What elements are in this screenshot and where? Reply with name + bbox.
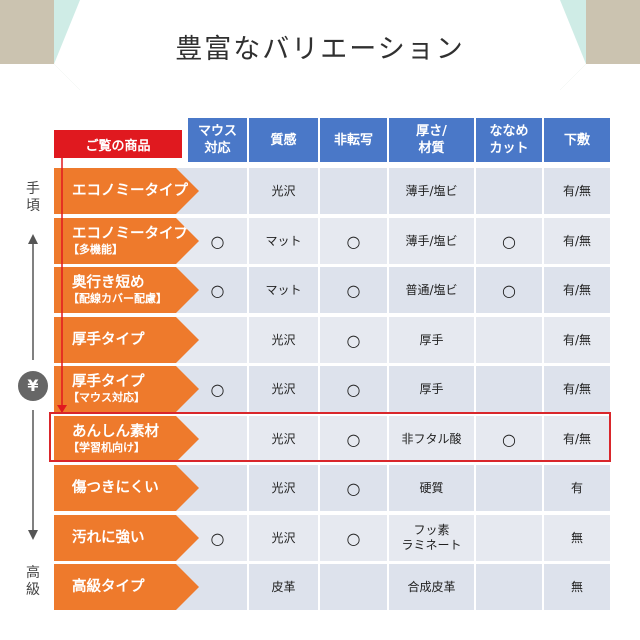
table-cell (188, 317, 247, 363)
table-cell: 硬質 (419, 480, 444, 495)
row-label: あんしん素材 【学習机向け】 (54, 416, 199, 462)
table-cell: ○ (210, 231, 225, 251)
premium-label: 高級 (26, 565, 40, 598)
table-cell: 無 (570, 530, 583, 545)
table-cell (476, 168, 542, 214)
row-label: エコノミータイプ 【多機能】 (54, 218, 199, 264)
row-label-main: 奥行き短め (72, 275, 145, 291)
highlighted-row-frame (49, 412, 611, 462)
table-cell (188, 465, 247, 511)
table-cell: ○ (210, 280, 225, 300)
table-cell: 有/無 (562, 431, 592, 446)
row-label: 傷つきにくい (54, 465, 199, 511)
table-cell: ○ (210, 379, 225, 399)
page-title: 豊富なバリエーション (175, 34, 465, 65)
table-cell: 合成皮革 (407, 579, 456, 594)
table-cell: 非フタル酸 (401, 431, 462, 446)
row-label: エコノミータイプ (54, 168, 199, 214)
column-divider (318, 168, 320, 610)
table-cell (320, 168, 387, 214)
column-divider (542, 168, 544, 610)
table-cell: ○ (502, 280, 516, 300)
column-divider (474, 168, 476, 610)
table-cell: フッ素 ラミネート (401, 523, 462, 552)
row-label-main: 傷つきにくい (72, 480, 159, 496)
row-label: 厚手タイプ 【マウス対応】 (54, 366, 199, 412)
table-cell: 光沢 (271, 530, 296, 545)
row-label-main: エコノミータイプ (72, 183, 188, 199)
column-header: 厚さ/材質 (389, 118, 474, 162)
table-cell: 光沢 (271, 480, 296, 495)
row-label-main: あんしん素材 (72, 424, 159, 440)
table-cell: 有 (570, 480, 583, 495)
table-cell: 薄手/塩ビ (405, 233, 458, 248)
column-divider (247, 168, 249, 610)
table-cell: マット (265, 282, 302, 297)
table-cell: 光沢 (271, 332, 296, 347)
row-label: 奥行き短め 【配線カバー配慮】 (54, 267, 199, 313)
table-cell: 光沢 (271, 381, 296, 396)
table-cell: 厚手 (419, 381, 444, 396)
row-label-main: エコノミータイプ (72, 226, 188, 242)
table-cell: ○ (346, 330, 361, 350)
row-label-main: 厚手タイプ (72, 374, 145, 390)
column-header: 非転写 (320, 118, 387, 162)
table-cell: ○ (346, 280, 361, 300)
table-cell (476, 465, 542, 511)
table-cell: マット (265, 233, 302, 248)
row-label-sub: 【学習机向け】 (68, 441, 145, 454)
table-cell: 有/無 (562, 332, 592, 347)
row-label: 汚れに強い (54, 515, 199, 561)
table-cell: 普通/塩ビ (405, 282, 458, 297)
table-cell (320, 564, 387, 610)
table-cell (476, 317, 542, 363)
table-cell (476, 366, 542, 412)
banner-graphic (0, 0, 640, 90)
table-cell: 光沢 (271, 183, 296, 198)
table-cell: 有/無 (562, 233, 592, 248)
table-cell: 有/無 (562, 282, 592, 297)
affordable-label: 手頃 (26, 181, 40, 214)
table-cell: 有/無 (562, 381, 592, 396)
table-cell (476, 515, 542, 561)
table-cell: ○ (346, 379, 361, 399)
row-label-sub: 【配線カバー配慮】 (68, 292, 167, 305)
table-cell: 光沢 (271, 431, 296, 446)
table-cell: ○ (210, 528, 225, 548)
table-cell (188, 168, 247, 214)
table-cell: 薄手/塩ビ (405, 183, 458, 198)
row-label-main: 高級タイプ (72, 579, 145, 595)
current-product-badge: ご覧の商品 (54, 130, 182, 158)
table-cell: ○ (346, 231, 361, 251)
row-label: 高級タイプ (54, 564, 199, 610)
table-cell: 厚手 (419, 332, 444, 347)
column-header: 下敷 (544, 118, 610, 162)
table-cell (188, 564, 247, 610)
column-divider (387, 168, 389, 610)
table-cell: ○ (502, 429, 516, 449)
row-label-main: 厚手タイプ (72, 332, 145, 348)
row-label: 厚手タイプ (54, 317, 199, 363)
yen-icon: ¥ (27, 376, 39, 395)
table-cell: ○ (502, 231, 516, 251)
row-label-sub: 【多機能】 (68, 243, 123, 256)
column-header: 質感 (249, 118, 318, 162)
table-cell: 皮革 (271, 579, 296, 594)
table-cell (476, 564, 542, 610)
row-label-sub: 【マウス対応】 (68, 391, 145, 404)
table-cell: 有/無 (562, 183, 592, 198)
row-label-main: 汚れに強い (72, 530, 145, 546)
column-header: ななめ カット (476, 118, 542, 162)
table-cell: ○ (346, 478, 361, 498)
table-cell: ○ (346, 528, 361, 548)
table-cell: ○ (346, 429, 361, 449)
column-header: マウス 対応 (188, 118, 247, 162)
title-banner: 豊富なバリエーション (0, 0, 640, 90)
table-cell: 無 (570, 579, 583, 594)
